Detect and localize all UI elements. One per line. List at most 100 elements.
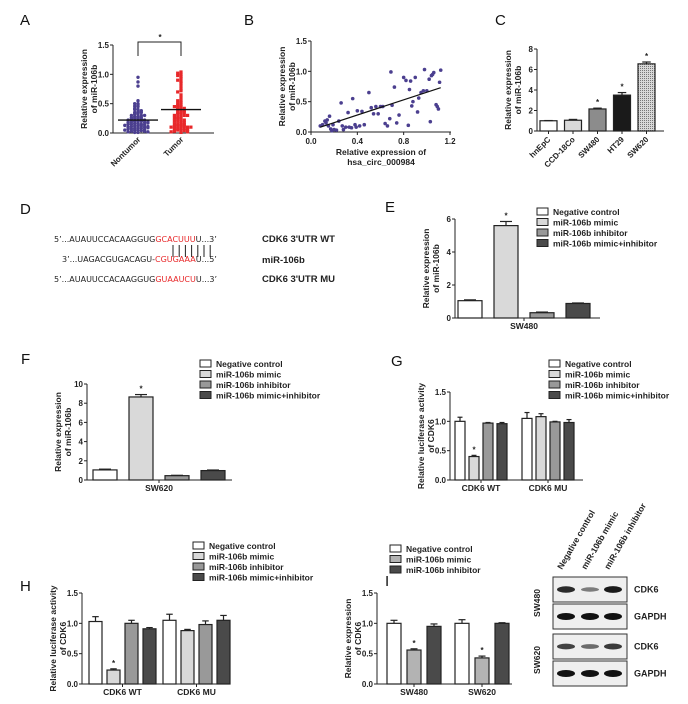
legend-swatch	[536, 228, 549, 237]
data-point	[371, 112, 376, 116]
data-point	[172, 122, 176, 126]
data-point	[179, 100, 183, 105]
data-point	[179, 119, 183, 123]
data-point	[324, 121, 328, 125]
data-point	[179, 84, 183, 88]
panel-label-i: I	[385, 573, 389, 590]
y-tick-label: 0.5	[362, 650, 374, 659]
data-point	[133, 116, 137, 121]
data-point	[182, 109, 186, 113]
significance-marker: *	[596, 98, 600, 107]
data-point	[133, 101, 137, 106]
x-tick-label: SW620	[625, 135, 650, 160]
y-tick-label: 4	[79, 438, 84, 447]
legend-swatch	[389, 565, 402, 574]
legend-swatch	[389, 544, 402, 553]
legend-label: miR-106b mimic+inhibitor	[565, 391, 670, 401]
data-point	[385, 124, 390, 128]
sequence-row: 3’...UAGACGUGACAGU-CGUGAAAU...5’	[62, 255, 217, 264]
data-point	[176, 126, 180, 130]
data-point	[176, 119, 180, 123]
y-tick-label: 0.0	[435, 476, 447, 485]
data-point	[179, 87, 183, 91]
x-tick-label: 0.8	[398, 137, 410, 146]
data-point	[408, 79, 413, 83]
data-point	[142, 123, 147, 127]
data-point	[133, 121, 137, 126]
data-point	[179, 72, 183, 76]
panel-label-a: A	[20, 12, 30, 29]
data-point	[411, 99, 415, 104]
bar	[539, 120, 558, 132]
data-point	[437, 80, 442, 85]
y-axis-label-line2: of miR-106b	[89, 65, 99, 114]
protein-label: GAPDH	[634, 612, 667, 622]
y-axis-label-line2: of CDK6	[426, 419, 436, 453]
legend-label: Negative control	[209, 541, 276, 551]
bar	[164, 475, 190, 481]
legend-swatch	[199, 380, 212, 389]
legend-swatch	[389, 555, 402, 563]
bar	[216, 619, 231, 685]
y-axis-label: Relative luciferase activityof CDK6	[416, 383, 436, 490]
data-point	[186, 113, 190, 117]
y-axis-label: Relative expressionof miR-106b	[79, 49, 99, 129]
data-point	[409, 104, 414, 108]
data-point	[179, 93, 183, 97]
data-point	[179, 81, 183, 85]
data-point	[355, 108, 360, 113]
significance-marker: *	[472, 445, 476, 454]
protein-label: CDK6	[634, 642, 659, 652]
data-point	[186, 127, 190, 132]
bar	[128, 396, 154, 481]
legend-swatch	[192, 541, 205, 550]
y-axis-label-line1: Relative expression	[421, 229, 431, 309]
bar	[180, 630, 195, 685]
data-point	[392, 85, 397, 89]
legend-swatch	[192, 573, 205, 581]
protein-band	[604, 586, 622, 593]
bar	[612, 94, 632, 132]
bar	[406, 649, 422, 685]
y-axis-label: Relative expressionof CDK6	[343, 599, 363, 679]
x-tick-label: CDK6 MU	[529, 483, 568, 493]
data-point	[139, 126, 143, 131]
data-point	[176, 115, 180, 119]
legend-label: miR-106b mimic	[209, 552, 274, 562]
data-point	[186, 125, 190, 129]
bar	[563, 119, 583, 132]
data-point	[136, 123, 140, 128]
protein-band	[557, 586, 575, 593]
sequence-seed: GCACUUU	[155, 235, 195, 244]
significance-marker: *	[620, 83, 624, 92]
x-tick-label: 0.0	[305, 137, 317, 146]
x-tick-label: CDK6 WT	[103, 687, 143, 697]
y-tick-label: 2	[447, 281, 452, 290]
data-point	[133, 104, 137, 108]
data-point	[179, 122, 183, 126]
data-point	[367, 90, 371, 95]
x-tick-label: SW620	[468, 687, 496, 697]
bar	[106, 669, 121, 685]
data-point	[133, 107, 137, 112]
data-point	[176, 73, 180, 78]
legend-swatch	[199, 359, 212, 368]
data-point	[172, 124, 176, 129]
bar	[198, 623, 213, 685]
data-point	[179, 96, 183, 100]
panel-label-b: B	[244, 12, 254, 29]
bar	[549, 421, 561, 481]
y-axis-label-line2: of miR-106b	[287, 62, 297, 111]
sequence-prefix: 5’...AUAUUCCACAAGGUG	[54, 275, 155, 284]
legend-label: miR-106b inhibitor	[406, 565, 481, 575]
legend-swatch	[199, 370, 212, 378]
data-point	[169, 130, 173, 134]
bar	[124, 622, 139, 685]
data-point	[343, 125, 348, 129]
y-tick-label: 2	[79, 457, 84, 466]
y-tick-label: 6	[79, 418, 84, 427]
data-point	[383, 121, 387, 126]
data-point	[349, 125, 354, 130]
y-tick-label: 0	[529, 127, 534, 136]
